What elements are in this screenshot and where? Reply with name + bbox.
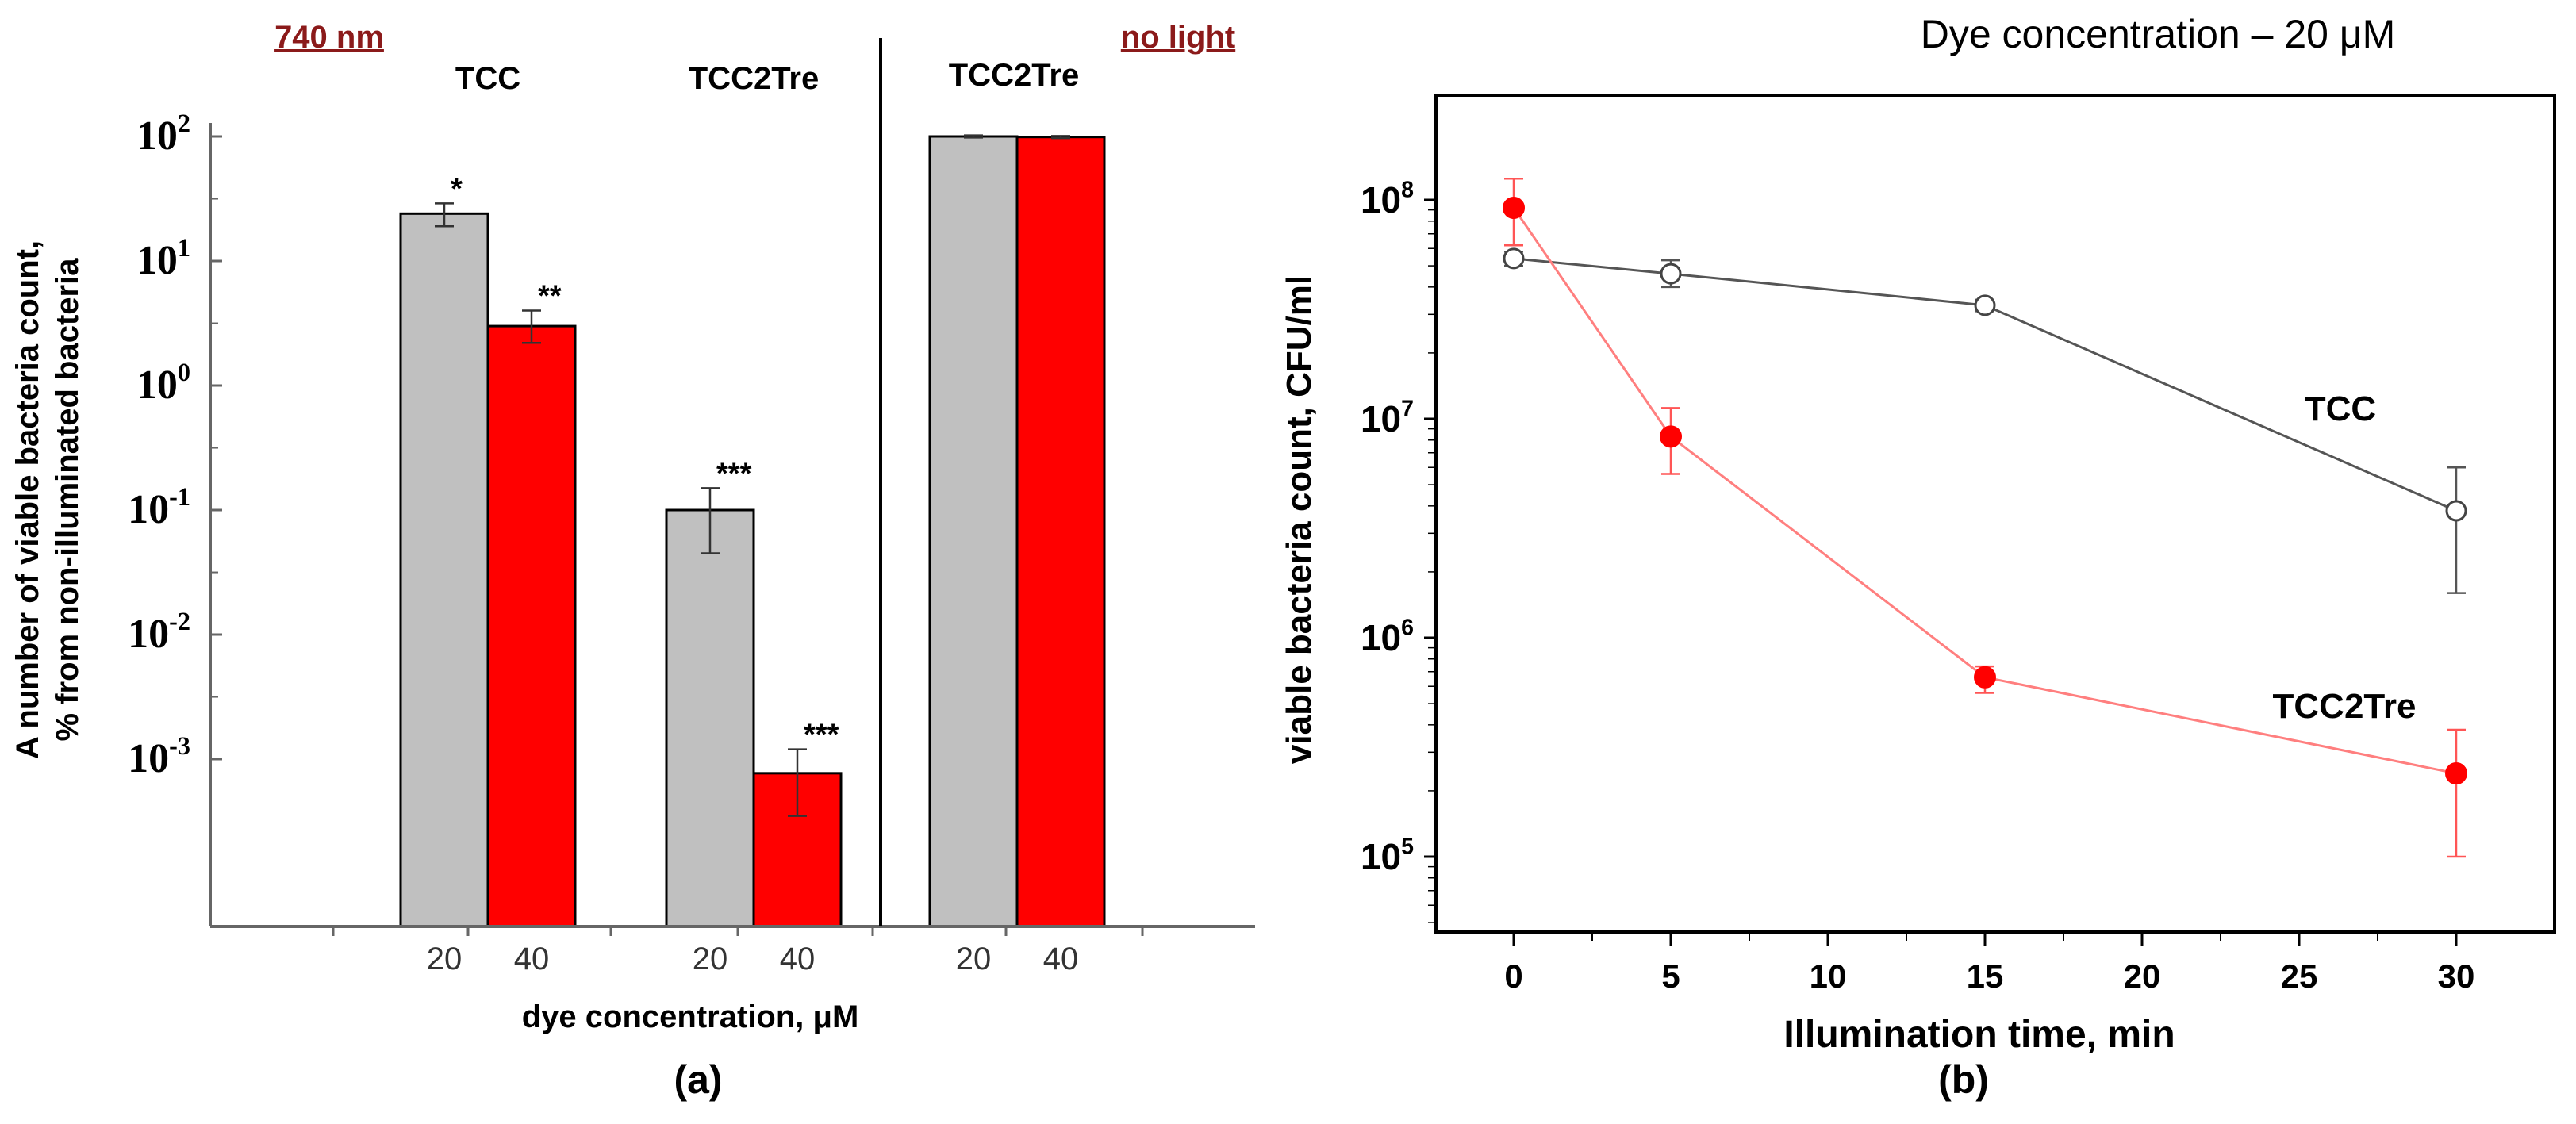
panel-a-xlabel: dye concentration, μM [522,999,859,1034]
x-tick-label: 10 [1810,957,1847,995]
bar [665,508,755,928]
panel-b: Dye concentration – 20 μM viable bacteri… [1280,12,2556,1102]
significance-marker: * [451,172,463,205]
data-point [1974,294,1996,316]
region-label-740nm: 740 nm [274,20,384,55]
y-tick-label: 105 [1361,834,1414,877]
group-label-tcc2tre-2: TCC2Tre [949,58,1080,93]
panel-a-ylabel-line1: A number of viable bacteria count, [10,240,45,759]
panel-b-title: Dye concentration – 20 μM [1921,12,2396,56]
x-tick-label: 20 [2124,957,2161,995]
y-tick-label: 108 [1361,178,1414,221]
x-tick-label: 40 [1043,942,1079,976]
panel-a-x-ticks: 20 40 20 40 20 40 [332,926,1144,976]
panel-b-xlabel: Illumination time, min [1783,1014,2175,1056]
data-point [1660,425,1682,448]
series-label-tcc2tre: TCC2Tre [2273,687,2417,726]
group-label-tcc: TCC [455,61,520,96]
x-tick-label: 5 [1661,957,1680,995]
series-line [1512,207,2457,775]
data-point [2445,762,2467,785]
x-tick-label: 40 [780,942,816,976]
panel-a-label: (a) [674,1057,722,1102]
series-label-tcc: TCC [2305,389,2376,428]
x-tick-label: 15 [1967,957,2004,995]
data-point [1974,666,1996,689]
group-label-tcc2tre-1: TCC2Tre [689,61,820,96]
panel-a-ylabel-line2: % from non-illuminated bacteria [50,258,85,742]
x-tick-label: 30 [2438,957,2475,995]
series-line [1513,257,2457,512]
bar [486,324,577,928]
panel-a-bars: ********* [399,134,1106,928]
x-tick-label: 25 [2281,957,2318,995]
panel-b-ylabel: viable bacteria count, CFU/ml [1280,275,1319,764]
panel-b-label: (b) [1938,1057,1989,1102]
y-tick-label: 102 [136,109,190,159]
data-point [1503,247,1525,270]
x-tick-label: 40 [514,942,550,976]
y-tick-label: 10-2 [128,607,190,657]
bar [1015,136,1106,928]
y-tick-label: 100 [136,358,190,408]
x-tick-label: 20 [956,942,992,976]
panel-a: A number of viable bacteria count, % fro… [10,20,1255,1102]
panel-a-y-axis: 102 101 100 10-1 10-2 10-3 [128,109,222,781]
bar [928,135,1019,928]
panel-b-axes: 0 5 10 15 20 25 30 108 107 106 105 [1361,178,2474,995]
significance-marker: *** [716,457,752,490]
bar [399,212,489,928]
y-tick-label: 10-1 [128,482,190,532]
y-tick-label: 101 [136,233,190,283]
data-point [2445,500,2467,522]
x-tick-label: 20 [427,942,463,976]
x-tick-label: 20 [693,942,728,976]
y-tick-label: 10-3 [128,731,190,781]
region-label-no-light: no light [1121,20,1235,55]
x-tick-label: 0 [1504,957,1522,995]
y-tick-label: 107 [1361,397,1414,439]
y-tick-label: 106 [1361,616,1414,658]
significance-marker: *** [804,719,839,752]
panel-b-series [1503,178,2467,858]
data-point [1503,196,1525,219]
significance-marker: ** [538,279,562,313]
panel-b-frame [1434,94,2556,934]
data-point [1660,263,1682,285]
